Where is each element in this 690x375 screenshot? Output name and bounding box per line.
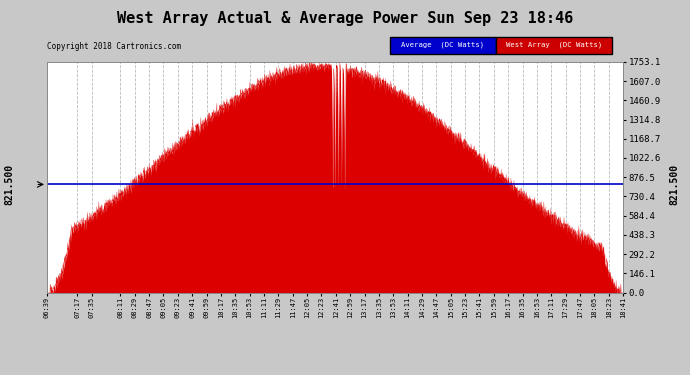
Text: West Array  (DC Watts): West Array (DC Watts) [506,42,602,48]
Text: 821.500: 821.500 [670,164,680,205]
FancyBboxPatch shape [496,36,611,54]
FancyBboxPatch shape [390,36,496,54]
Text: Copyright 2018 Cartronics.com: Copyright 2018 Cartronics.com [48,42,181,51]
Text: Average  (DC Watts): Average (DC Watts) [402,42,484,48]
Text: West Array Actual & Average Power Sun Sep 23 18:46: West Array Actual & Average Power Sun Se… [117,11,573,26]
Text: 821.500: 821.500 [4,164,14,205]
